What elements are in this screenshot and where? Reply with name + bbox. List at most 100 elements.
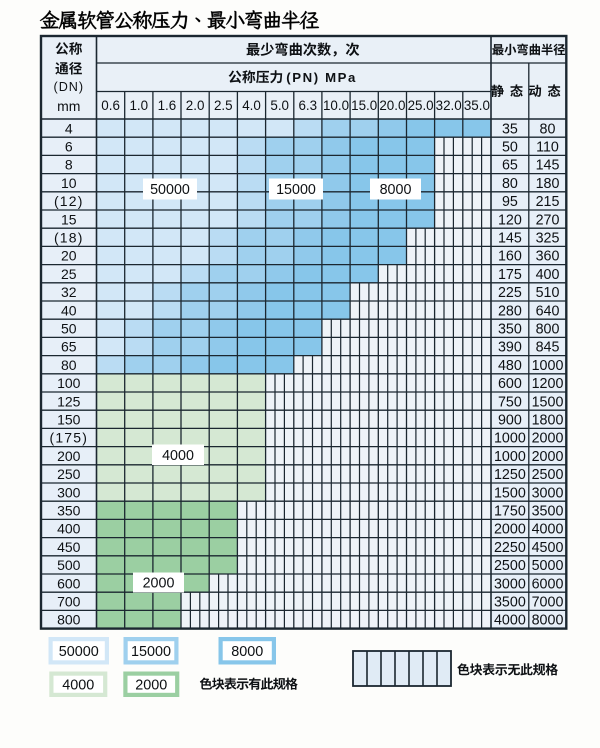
svg-text:4500: 4500 — [532, 540, 564, 556]
svg-text:50000: 50000 — [150, 182, 190, 198]
svg-text:3500: 3500 — [494, 595, 526, 611]
svg-text:35.0: 35.0 — [464, 98, 490, 113]
svg-text:2.5: 2.5 — [214, 98, 233, 113]
svg-text:125: 125 — [57, 393, 81, 409]
svg-text:8000: 8000 — [231, 644, 263, 660]
svg-text:(18): (18) — [54, 230, 84, 246]
svg-text:50000: 50000 — [59, 644, 99, 660]
svg-text:640: 640 — [536, 303, 560, 319]
svg-text:15000: 15000 — [276, 182, 316, 198]
svg-text:80: 80 — [61, 357, 77, 373]
svg-text:15: 15 — [61, 211, 77, 227]
svg-text:450: 450 — [57, 539, 81, 555]
svg-text:7000: 7000 — [532, 595, 564, 611]
svg-text:15.0: 15.0 — [351, 98, 377, 113]
svg-text:2.0: 2.0 — [186, 98, 205, 113]
svg-text:(175): (175) — [49, 430, 88, 446]
svg-text:175: 175 — [498, 267, 522, 283]
svg-text:25.0: 25.0 — [408, 98, 434, 113]
svg-text:80: 80 — [540, 121, 556, 137]
svg-text:4000: 4000 — [62, 678, 94, 694]
svg-text:1500: 1500 — [494, 485, 526, 501]
svg-text:10: 10 — [61, 175, 77, 191]
svg-text:300: 300 — [57, 484, 81, 500]
svg-text:215: 215 — [536, 194, 560, 210]
svg-text:50: 50 — [502, 140, 518, 156]
svg-text:8000: 8000 — [380, 182, 412, 198]
svg-text:1800: 1800 — [532, 413, 564, 429]
svg-text:0.6: 0.6 — [101, 98, 120, 113]
svg-text:95: 95 — [502, 194, 518, 210]
svg-text:400: 400 — [57, 521, 81, 537]
svg-text:200: 200 — [57, 448, 81, 464]
svg-text:480: 480 — [498, 358, 522, 374]
svg-text:225: 225 — [498, 285, 522, 301]
svg-text:150: 150 — [57, 412, 81, 428]
svg-text:50: 50 — [61, 321, 77, 337]
svg-text:700: 700 — [57, 594, 81, 610]
svg-text:6000: 6000 — [532, 576, 564, 592]
svg-text:750: 750 — [498, 394, 522, 410]
svg-text:600: 600 — [498, 376, 522, 392]
svg-text:900: 900 — [498, 413, 522, 429]
svg-text:1250: 1250 — [494, 467, 526, 483]
svg-text:5000: 5000 — [532, 558, 564, 574]
svg-text:4: 4 — [65, 120, 73, 136]
svg-text:1200: 1200 — [532, 376, 564, 392]
svg-text:8000: 8000 — [532, 613, 564, 629]
svg-text:145: 145 — [536, 158, 560, 174]
svg-text:1000: 1000 — [532, 358, 564, 374]
svg-text:2500: 2500 — [494, 558, 526, 574]
svg-text:4.0: 4.0 — [242, 98, 261, 113]
svg-text:(12): (12) — [54, 193, 84, 209]
svg-text:15000: 15000 — [131, 644, 171, 660]
svg-text:40: 40 — [61, 302, 77, 318]
svg-text:145: 145 — [498, 231, 522, 247]
svg-text:325: 325 — [536, 231, 560, 247]
svg-text:510: 510 — [536, 285, 560, 301]
svg-text:2250: 2250 — [494, 540, 526, 556]
svg-text:2500: 2500 — [532, 467, 564, 483]
svg-text:6: 6 — [65, 139, 73, 155]
svg-text:845: 845 — [536, 340, 560, 356]
svg-text:20.0: 20.0 — [379, 98, 405, 113]
svg-text:360: 360 — [536, 249, 560, 265]
svg-text:800: 800 — [57, 612, 81, 628]
svg-text:32: 32 — [61, 284, 77, 300]
svg-text:2000: 2000 — [532, 431, 564, 447]
svg-text:1.6: 1.6 — [158, 98, 177, 113]
svg-text:1750: 1750 — [494, 504, 526, 520]
svg-text:4000: 4000 — [494, 613, 526, 629]
svg-text:(DN): (DN) — [54, 80, 85, 94]
svg-text:5.0: 5.0 — [270, 98, 289, 113]
svg-text:mm: mm — [57, 98, 80, 114]
svg-text:1.0: 1.0 — [129, 98, 148, 113]
svg-text:400: 400 — [536, 267, 560, 283]
svg-text:110: 110 — [536, 140, 559, 156]
svg-text:280: 280 — [498, 303, 522, 319]
svg-text:65: 65 — [502, 158, 518, 174]
svg-text:3000: 3000 — [494, 576, 526, 592]
svg-text:160: 160 — [498, 249, 522, 265]
svg-text:250: 250 — [57, 466, 81, 482]
svg-text:120: 120 — [498, 212, 522, 228]
svg-text:2000: 2000 — [494, 522, 526, 538]
svg-text:4000: 4000 — [532, 522, 564, 538]
svg-text:20: 20 — [61, 248, 77, 264]
svg-text:80: 80 — [502, 176, 518, 192]
svg-text:8: 8 — [65, 157, 73, 173]
svg-text:350: 350 — [498, 322, 522, 338]
svg-text:6.3: 6.3 — [298, 98, 317, 113]
svg-text:1000: 1000 — [494, 431, 526, 447]
svg-text:65: 65 — [61, 339, 77, 355]
svg-text:800: 800 — [536, 322, 560, 338]
svg-text:500: 500 — [57, 557, 81, 573]
svg-text:2000: 2000 — [143, 576, 175, 592]
svg-text:1500: 1500 — [532, 394, 564, 410]
svg-text:270: 270 — [536, 212, 560, 228]
svg-text:3500: 3500 — [532, 504, 564, 520]
svg-text:2000: 2000 — [135, 678, 167, 694]
svg-text:35: 35 — [502, 121, 518, 137]
svg-text:(PN) MPa: (PN) MPa — [286, 70, 357, 85]
svg-text:25: 25 — [61, 266, 77, 282]
